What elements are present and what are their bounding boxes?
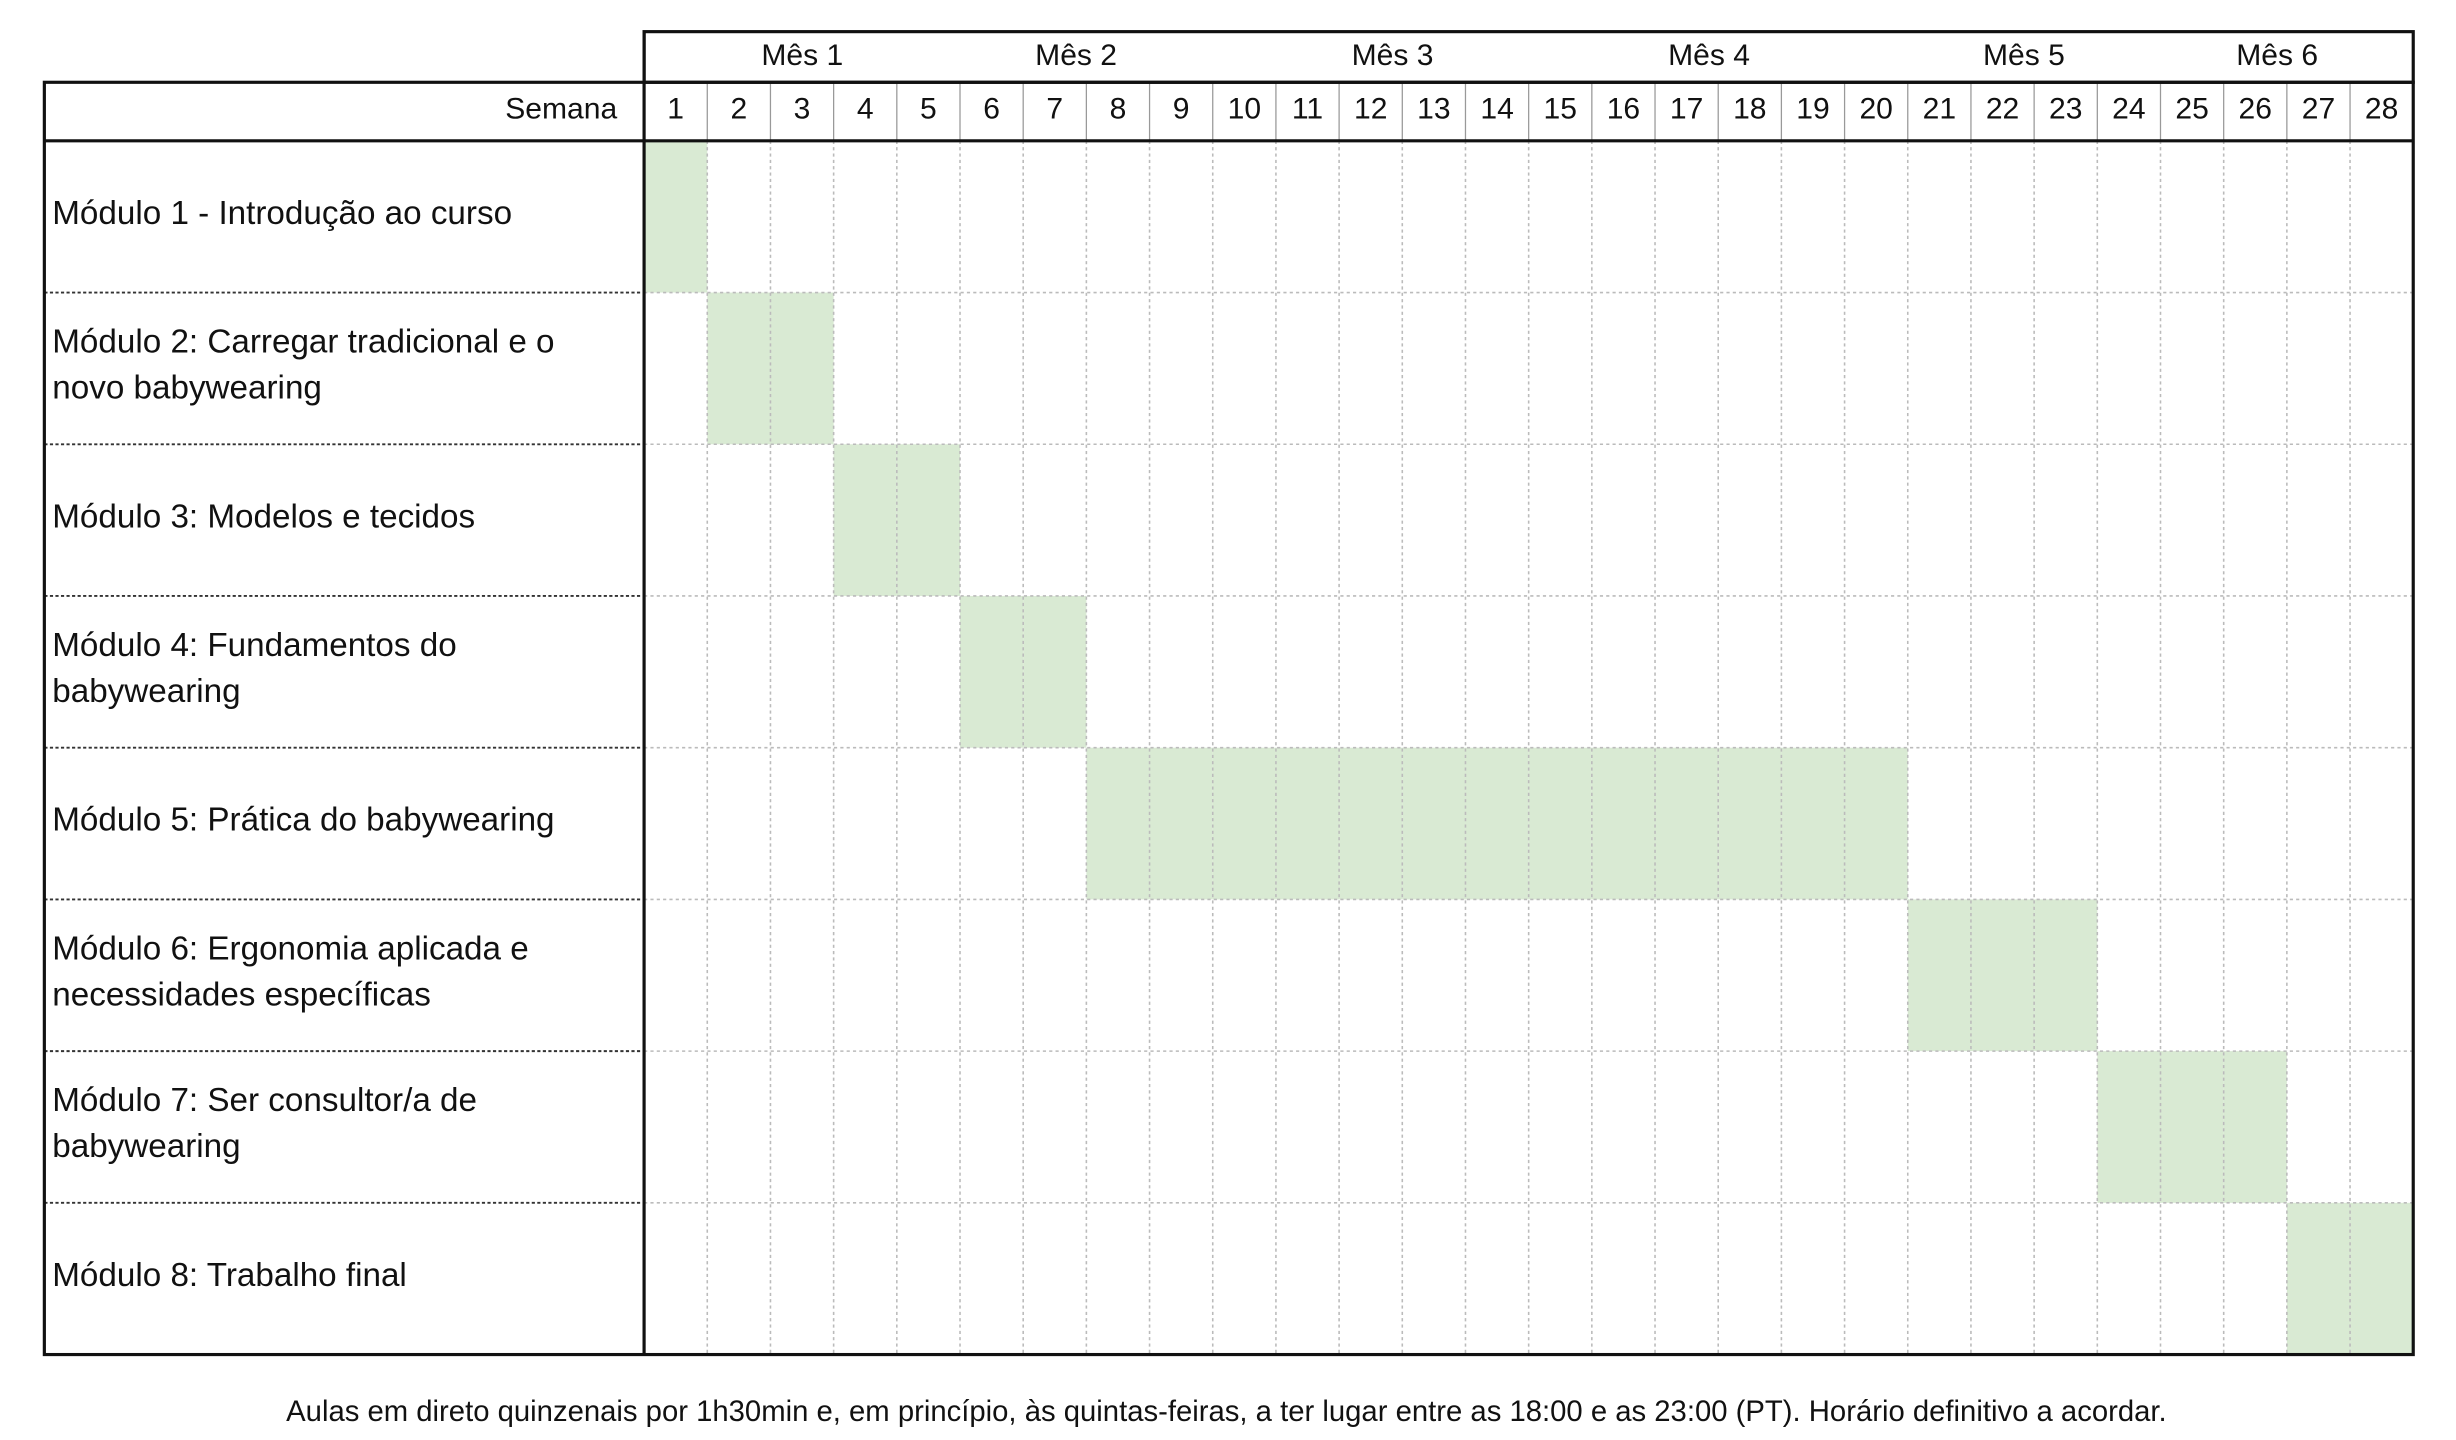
week-number: 13: [1417, 93, 1450, 126]
scheduled-week-cell: [1528, 747, 1592, 900]
scheduled-week-cell: [644, 140, 708, 293]
module-label: Módulo 4: Fundamentos do: [52, 627, 456, 664]
week-number: 8: [1110, 93, 1127, 126]
module-label: babywearing: [52, 673, 240, 710]
week-number: 16: [1607, 93, 1640, 126]
scheduled-week-cell: [1655, 747, 1719, 900]
month-label: Mês 2: [1035, 39, 1117, 72]
scheduled-week-cell: [1402, 747, 1466, 900]
scheduled-week-cell: [2034, 899, 2098, 1052]
week-number: 26: [2239, 93, 2272, 126]
scheduled-week-cell: [1970, 899, 2035, 1052]
cells: [644, 140, 2414, 1355]
month-label: Mês 4: [1668, 39, 1750, 72]
footer-note: Aulas em direto quinzenais por 1h30min e…: [286, 1396, 2167, 1428]
module-label: Módulo 1 - Introdução ao curso: [52, 195, 512, 232]
scheduled-week-cell: [707, 292, 771, 445]
scheduled-week-cell: [2160, 1051, 2224, 1203]
week-number: 28: [2365, 93, 2398, 126]
week-number: 7: [1046, 93, 1063, 126]
month-label: Mês 6: [2236, 39, 2318, 72]
table-border: [42, 80, 2415, 1357]
module-label: necessidades específicas: [52, 976, 431, 1013]
week-number: 4: [857, 93, 874, 126]
scheduled-week-cell: [2286, 1202, 2351, 1355]
scheduled-week-cell: [1149, 747, 1213, 900]
month-label: Mês 1: [761, 39, 843, 72]
scheduled-week-cell: [2223, 1051, 2287, 1203]
scheduled-week-cell: [896, 444, 961, 596]
week-number: 21: [1923, 93, 1956, 126]
week-number: 5: [920, 93, 937, 126]
scheduled-week-cell: [833, 444, 897, 596]
scheduled-week-cell: [1023, 595, 1087, 748]
scheduled-week-cell: [1844, 747, 1908, 900]
scheduled-week-cell: [1781, 747, 1845, 900]
week-number: 17: [1670, 93, 1703, 126]
scheduled-week-cell: [2350, 1202, 2414, 1355]
scheduled-week-cell: [1086, 747, 1150, 900]
scheduled-week-cell: [1339, 747, 1403, 900]
week-number: 10: [1228, 93, 1261, 126]
module-label: Módulo 5: Prática do babywearing: [52, 802, 554, 839]
week-number: 24: [2112, 93, 2145, 126]
week-number: 9: [1173, 93, 1190, 126]
week-number: 18: [1733, 93, 1766, 126]
week-number: 14: [1480, 93, 1513, 126]
week-number: 22: [1986, 93, 2019, 126]
scheduled-week-cell: [770, 292, 834, 445]
week-number: 25: [2175, 93, 2208, 126]
week-number: 11: [1292, 93, 1323, 126]
week-number: 19: [1796, 93, 1829, 126]
week-number: 12: [1354, 93, 1387, 126]
scheduled-week-cell: [1465, 747, 1529, 900]
module-label: Módulo 6: Ergonomia aplicada e: [52, 931, 528, 968]
module-label: Módulo 8: Trabalho final: [52, 1257, 407, 1294]
month-label: Mês 5: [1983, 39, 2065, 72]
week-number: 6: [983, 93, 1000, 126]
scheduled-week-cell: [960, 595, 1024, 748]
week-number: 15: [1544, 93, 1577, 126]
module-label: Módulo 7: Ser consultor/a de: [52, 1082, 477, 1119]
module-label: novo babywearing: [52, 370, 322, 407]
week-header-label: Semana: [505, 93, 617, 126]
scheduled-week-cell: [1907, 899, 1971, 1052]
month-row-border: [642, 30, 2415, 84]
scheduled-week-cell: [1718, 747, 1782, 900]
scheduled-week-cell: [1212, 747, 1276, 900]
week-number: 2: [731, 93, 748, 126]
week-number: 27: [2302, 93, 2335, 126]
module-label: Módulo 3: Modelos e tecidos: [52, 498, 475, 535]
month-label: Mês 3: [1352, 39, 1434, 72]
week-number: 3: [794, 93, 811, 126]
module-label: babywearing: [52, 1128, 240, 1165]
scheduled-week-cell: [1591, 747, 1656, 900]
module-label: Módulo 2: Carregar tradicional e o: [52, 324, 554, 361]
week-number: 23: [2049, 93, 2082, 126]
week-number: 20: [1859, 93, 1892, 126]
week-number: 1: [667, 93, 684, 126]
scheduled-week-cell: [1275, 747, 1340, 900]
scheduled-week-cell: [2097, 1051, 2161, 1203]
